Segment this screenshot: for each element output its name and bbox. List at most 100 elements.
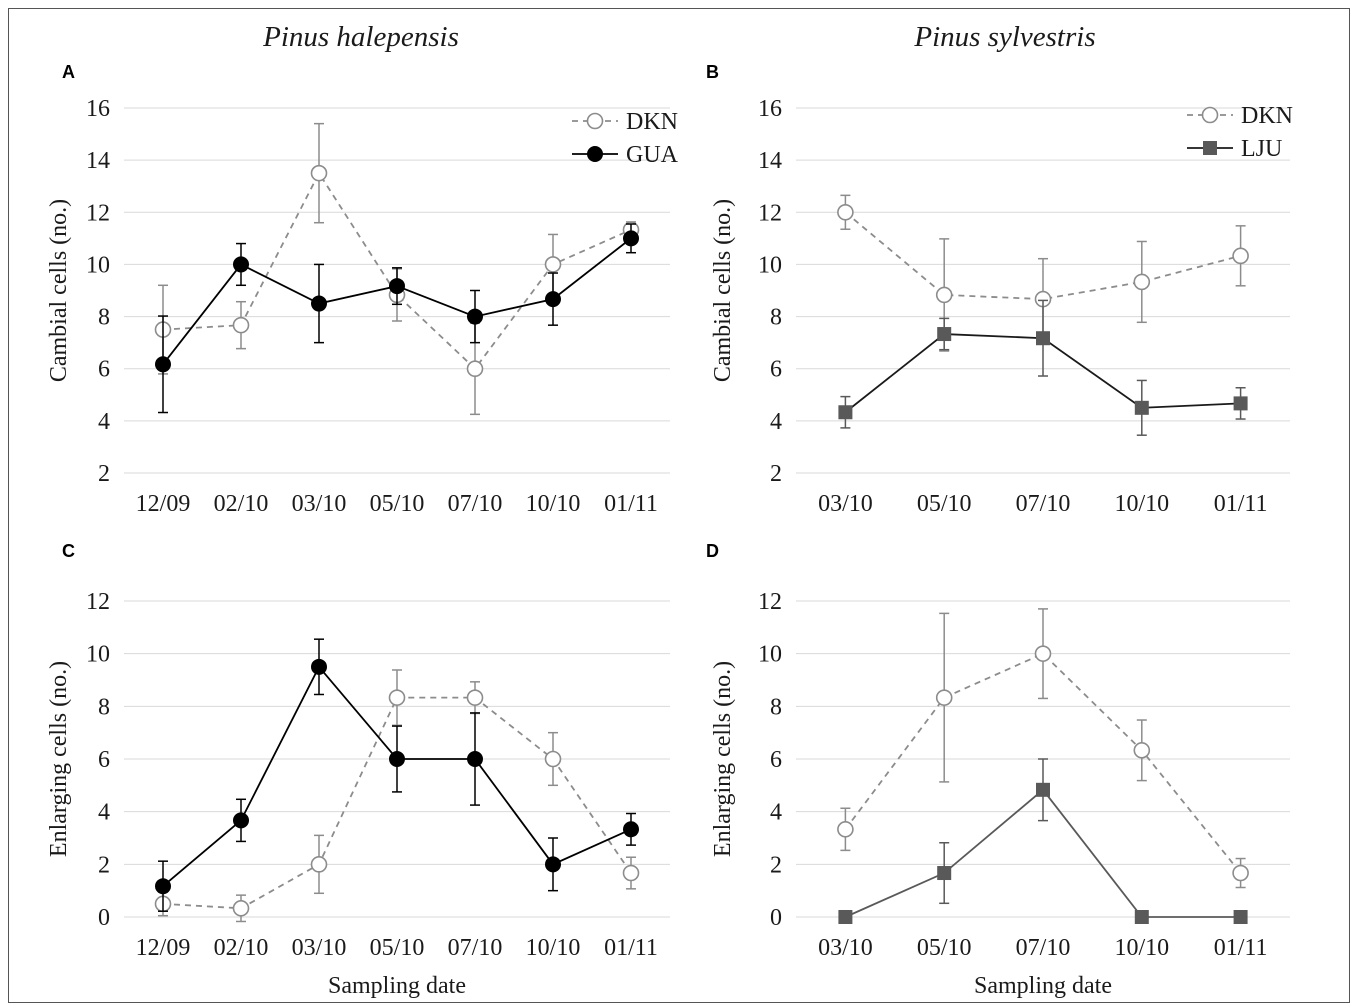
dkn-data-point (935, 689, 953, 706)
y-tick-label: 2 (98, 852, 110, 878)
x-tick-label: 10/10 (1114, 491, 1169, 517)
legend-label: DKN (626, 109, 678, 135)
dkn-data-point (388, 689, 406, 706)
dkn-data-point (1232, 247, 1249, 265)
lju-data-point (838, 405, 853, 420)
panel-letter: B (706, 62, 719, 82)
y-tick-label: 8 (770, 694, 782, 720)
y-tick-label: 14 (86, 148, 110, 174)
gua-data-point (467, 751, 483, 767)
x-tick-label: 10/10 (526, 491, 581, 517)
panel-letter: C (62, 541, 75, 561)
y-tick-label: 4 (770, 800, 782, 826)
x-tick-label: 12/09 (136, 491, 191, 517)
y-tick-label: 6 (770, 747, 782, 773)
y-tick-label: 4 (98, 800, 110, 826)
panel-d: D 0 2 4 6 8 10 12 03/10 05/10 07/10 10/10 01/11 Enlar… (706, 541, 1290, 999)
gua-data-point (389, 751, 405, 767)
y-axis-title: Cambial cells (no.) (710, 199, 736, 382)
y-tick-label: 6 (98, 357, 110, 383)
x-tick-label: 01/11 (1214, 935, 1268, 961)
dkn-data-point (837, 203, 854, 221)
dkn-data-point (466, 689, 484, 706)
legend-label: LJU (1241, 136, 1282, 162)
gua-data-point (389, 278, 405, 295)
lju-data-point (937, 866, 952, 881)
y-tick-label: 2 (98, 461, 110, 487)
dkn-data-point (544, 750, 562, 768)
legend-label: GUA (626, 142, 679, 168)
dkn-data-point (232, 316, 250, 334)
y-tick-label: 14 (758, 148, 782, 174)
legend-marker (586, 112, 604, 130)
dkn-data-point (232, 900, 250, 917)
x-tick-label: 07/10 (1016, 491, 1071, 517)
lju-data-point (1036, 331, 1050, 346)
dkn-data-point (310, 856, 328, 873)
x-axis-title: Sampling date (328, 973, 466, 999)
dkn-data-point (1133, 742, 1151, 759)
x-tick-label: 07/10 (448, 491, 503, 517)
x-tick-label: 01/11 (604, 491, 658, 517)
x-tick-label: 03/10 (818, 935, 873, 961)
x-tick-label: 03/10 (292, 935, 347, 961)
y-tick-label: 10 (758, 252, 782, 278)
dkn-data-point (1034, 645, 1052, 662)
y-tick-label: 12 (758, 589, 782, 615)
y-tick-label: 10 (86, 642, 110, 668)
panel-letter: D (706, 541, 719, 561)
y-tick-label: 12 (86, 589, 110, 615)
y-tick-label: 16 (86, 96, 110, 122)
lju-data-point (1134, 910, 1149, 924)
panel-b: B 2 4 6 8 10 12 14 16 03/10 05/10 07/10 10/10 01/11 Ca… (706, 62, 1293, 517)
x-tick-label: 07/10 (1016, 935, 1071, 961)
legend-marker (1201, 106, 1219, 124)
gua-data-point (545, 291, 561, 308)
dkn-data-point (466, 360, 484, 378)
x-tick-label: 01/11 (604, 935, 658, 961)
x-tick-label: 05/10 (917, 491, 972, 517)
gua-data-point (233, 256, 249, 273)
panel-c: C 0 2 4 6 8 10 12 12/09 02/10 03/10 05/10 07/10 10/10… (46, 541, 670, 999)
species-title-left: Pinus halepensis (262, 21, 459, 53)
panel-a: A 2 4 6 8 10 12 14 16 12/09 02/10 03/10 05/10 07/10 10… (46, 62, 679, 517)
gua-data-point (233, 812, 249, 829)
y-tick-label: 6 (770, 357, 782, 383)
dkn-data-point (544, 256, 562, 273)
gua-data-point (311, 658, 327, 675)
gua-data-point (623, 230, 639, 247)
gua-data-point (311, 295, 327, 312)
x-tick-label: 05/10 (370, 935, 425, 961)
legend-marker (1203, 141, 1217, 155)
gua-data-point (545, 856, 561, 873)
gua-data-point (467, 308, 483, 325)
dkn-data-point (935, 286, 953, 304)
gua-data-point (623, 821, 639, 838)
x-tick-label: 10/10 (526, 935, 581, 961)
legend-marker (587, 146, 603, 162)
dkn-data-point (310, 164, 328, 182)
y-tick-label: 10 (86, 252, 110, 278)
x-axis-title: Sampling date (974, 973, 1112, 999)
y-tick-label: 16 (758, 96, 782, 122)
y-tick-label: 2 (770, 852, 782, 878)
lju-data-point (1134, 400, 1149, 415)
y-tick-label: 6 (98, 747, 110, 773)
y-axis-title: Enlarging cells (no.) (710, 661, 736, 857)
x-tick-label: 07/10 (448, 935, 503, 961)
lju-data-point (1233, 396, 1248, 411)
lju-data-point (838, 910, 853, 924)
dkn-data-point (1232, 864, 1249, 882)
y-axis-title: Enlarging cells (no.) (46, 661, 72, 857)
y-tick-label: 2 (770, 461, 782, 487)
panel-letter: A (62, 62, 75, 82)
y-axis-title: Cambial cells (no.) (46, 199, 72, 382)
dkn-data-point (1133, 273, 1151, 291)
dkn-data-point (622, 864, 640, 882)
y-tick-label: 8 (98, 305, 110, 331)
x-tick-label: 03/10 (818, 491, 873, 517)
y-tick-label: 0 (98, 905, 110, 931)
lju-data-point (937, 327, 952, 342)
x-tick-label: 12/09 (136, 935, 191, 961)
